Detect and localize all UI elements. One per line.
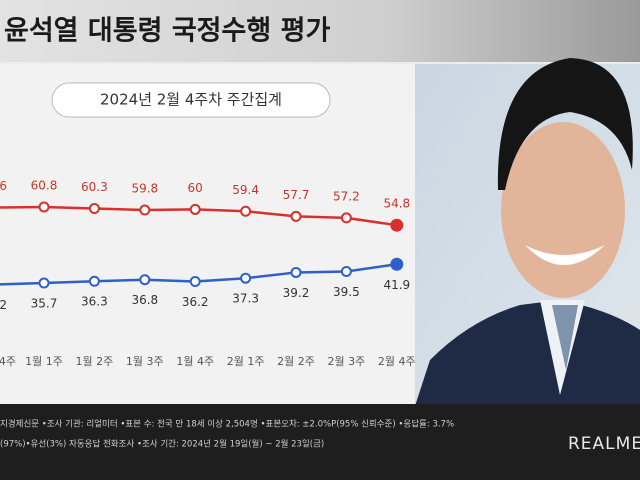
logo: REALMETER xyxy=(568,434,640,454)
point xyxy=(240,272,252,284)
x-tick-label: 12월 4주 xyxy=(0,355,16,368)
point xyxy=(189,203,201,215)
value-label: 54.8 xyxy=(383,197,410,211)
value-label: 35.2 xyxy=(0,298,7,312)
chart-panel xyxy=(0,64,440,404)
footer-line: 지경제신문 •조사 기관: 리얼미터 •표본 수: 전국 만 18세 이상 2,… xyxy=(0,419,454,430)
point xyxy=(38,277,50,289)
point xyxy=(88,275,100,287)
value-label: 60.8 xyxy=(31,179,58,193)
value-label: 36.2 xyxy=(182,295,209,309)
point xyxy=(139,274,151,286)
subtitle-box xyxy=(51,82,331,118)
header-bar xyxy=(0,0,640,62)
point xyxy=(340,266,352,278)
hair xyxy=(497,58,633,190)
point xyxy=(290,266,302,278)
point xyxy=(189,276,201,288)
point xyxy=(38,201,50,213)
suit xyxy=(415,300,640,406)
x-tick-label: 1월 4주 xyxy=(176,355,214,368)
value-label: 59.4 xyxy=(232,183,259,197)
smile xyxy=(525,245,605,265)
point xyxy=(290,210,302,222)
value-label: 60 xyxy=(188,181,203,195)
point xyxy=(390,218,404,232)
tie xyxy=(552,305,578,370)
value-label: 35.7 xyxy=(31,297,58,311)
subtitle: 2024년 2월 4주차 주간집계 xyxy=(100,91,282,109)
value-label: 41.9 xyxy=(383,278,410,292)
x-tick-label: 2월 1주 xyxy=(227,355,265,368)
plot: 12월 4주 1월 1주 1월 2주 1월 3주 1월 4주 2월 1주 2월 2주 2월 3… xyxy=(0,179,416,368)
x-tick-label: 1월 3주 xyxy=(126,355,164,368)
point xyxy=(340,212,352,224)
value-label: 36.8 xyxy=(131,293,158,307)
x-tick-label: 2월 2주 xyxy=(277,355,315,368)
value-label: 37.3 xyxy=(232,292,259,306)
value-label: 57.2 xyxy=(333,189,360,203)
value-label: 39.2 xyxy=(283,286,310,300)
face xyxy=(501,122,625,298)
value-label: 59.8 xyxy=(131,182,158,196)
x-tick-label: 1월 1주 xyxy=(25,355,63,368)
photo xyxy=(415,58,640,406)
point xyxy=(139,204,151,216)
x-tick-label: 1월 2주 xyxy=(76,355,114,368)
value-label: 36.3 xyxy=(81,295,108,309)
value-label: 60.6 xyxy=(0,179,7,193)
footer-line: (97%)•유선(3%) 자동응답 전화조사 •조사 기간: 2024년 2월 … xyxy=(0,439,324,450)
x-tick-label: 2월 3주 xyxy=(328,355,366,368)
point xyxy=(240,205,252,217)
value-label: 57.7 xyxy=(283,188,310,202)
point xyxy=(390,257,404,271)
value-label: 60.3 xyxy=(81,180,108,194)
x-tick-label: 2월 4주 xyxy=(378,355,416,368)
value-label: 39.5 xyxy=(333,285,360,299)
point xyxy=(88,203,100,215)
title: 윤석열 대통령 국정수행 평가 xyxy=(4,16,330,47)
footer-bar xyxy=(0,404,640,480)
